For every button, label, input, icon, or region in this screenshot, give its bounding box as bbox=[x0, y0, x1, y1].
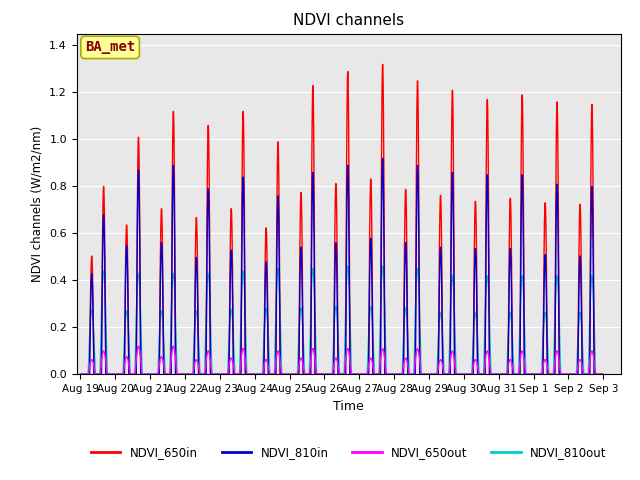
Y-axis label: NDVI channels (W/m2/nm): NDVI channels (W/m2/nm) bbox=[31, 126, 44, 282]
X-axis label: Time: Time bbox=[333, 400, 364, 413]
Title: NDVI channels: NDVI channels bbox=[293, 13, 404, 28]
Text: BA_met: BA_met bbox=[85, 40, 135, 54]
Legend: NDVI_650in, NDVI_810in, NDVI_650out, NDVI_810out: NDVI_650in, NDVI_810in, NDVI_650out, NDV… bbox=[86, 442, 611, 464]
